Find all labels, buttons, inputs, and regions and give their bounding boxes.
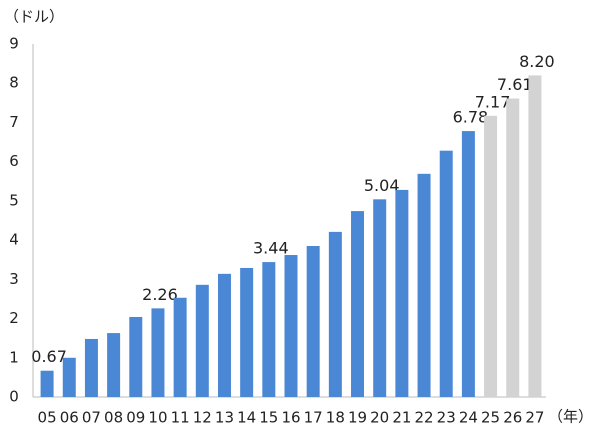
bar — [461, 131, 475, 397]
bar — [306, 245, 320, 397]
x-tick-label: 09 — [126, 409, 145, 427]
y-tick-label: 5 — [9, 191, 19, 209]
bar — [328, 231, 342, 397]
bar — [40, 370, 54, 397]
bar — [217, 273, 231, 397]
x-tick-label: 18 — [326, 409, 345, 427]
value-label: 7.61 — [497, 75, 533, 94]
bar — [173, 297, 187, 397]
bar — [151, 308, 165, 397]
x-tick-label: 20 — [370, 409, 389, 427]
x-tick-label: 21 — [392, 409, 411, 427]
value-label: 7.17 — [475, 92, 511, 111]
bar — [284, 255, 298, 397]
x-tick-label: 22 — [414, 409, 433, 427]
x-tick-label: 25 — [481, 409, 500, 427]
x-tick-label: 11 — [171, 409, 190, 427]
bar — [351, 211, 365, 397]
x-tick-label: 17 — [304, 409, 323, 427]
bar — [528, 75, 542, 397]
y-tick-label: 9 — [9, 35, 19, 53]
x-tick-label: 24 — [459, 409, 478, 427]
bar — [395, 189, 409, 397]
y-tick-label: 2 — [9, 309, 19, 327]
bar — [484, 115, 498, 397]
x-tick-label: 05 — [38, 409, 57, 427]
value-label: 2.26 — [142, 285, 178, 304]
y-axis-label: （ドル） — [4, 8, 64, 26]
bar — [84, 338, 98, 397]
value-label: 0.67 — [31, 347, 67, 366]
value-label: 5.04 — [364, 176, 400, 195]
x-axis-label: （年） — [548, 408, 590, 426]
value-label: 3.44 — [253, 239, 289, 258]
x-tick-label: 26 — [503, 409, 522, 427]
x-tick-label: 12 — [193, 409, 212, 427]
y-tick-label: 0 — [9, 388, 19, 406]
bar — [240, 267, 254, 397]
y-tick-label: 1 — [9, 348, 19, 366]
value-label: 6.78 — [453, 108, 489, 127]
x-tick-label: 13 — [215, 409, 234, 427]
x-tick-label: 23 — [437, 409, 456, 427]
x-tick-label: 07 — [82, 409, 101, 427]
bar — [62, 357, 76, 397]
x-tick-label: 27 — [525, 409, 544, 427]
bar — [129, 316, 143, 397]
x-tick-label: 06 — [60, 409, 79, 427]
y-tick-label: 4 — [9, 231, 19, 249]
x-tick-label: 16 — [281, 409, 300, 427]
x-tick-label: 08 — [104, 409, 123, 427]
bar — [506, 98, 520, 397]
x-tick-label: 15 — [259, 409, 278, 427]
y-tick-label: 6 — [9, 152, 19, 170]
value-label: 8.20 — [519, 52, 555, 71]
bar — [417, 173, 431, 397]
bar — [195, 284, 209, 397]
bar — [107, 333, 121, 397]
x-tick-label: 14 — [237, 409, 256, 427]
bar — [439, 150, 453, 397]
bar — [373, 199, 387, 397]
y-tick-label: 3 — [9, 270, 19, 288]
y-tick-label: 7 — [9, 113, 19, 131]
x-tick-label: 19 — [348, 409, 367, 427]
y-tick-label: 8 — [9, 74, 19, 92]
x-tick-label: 10 — [148, 409, 167, 427]
bar — [262, 262, 276, 397]
